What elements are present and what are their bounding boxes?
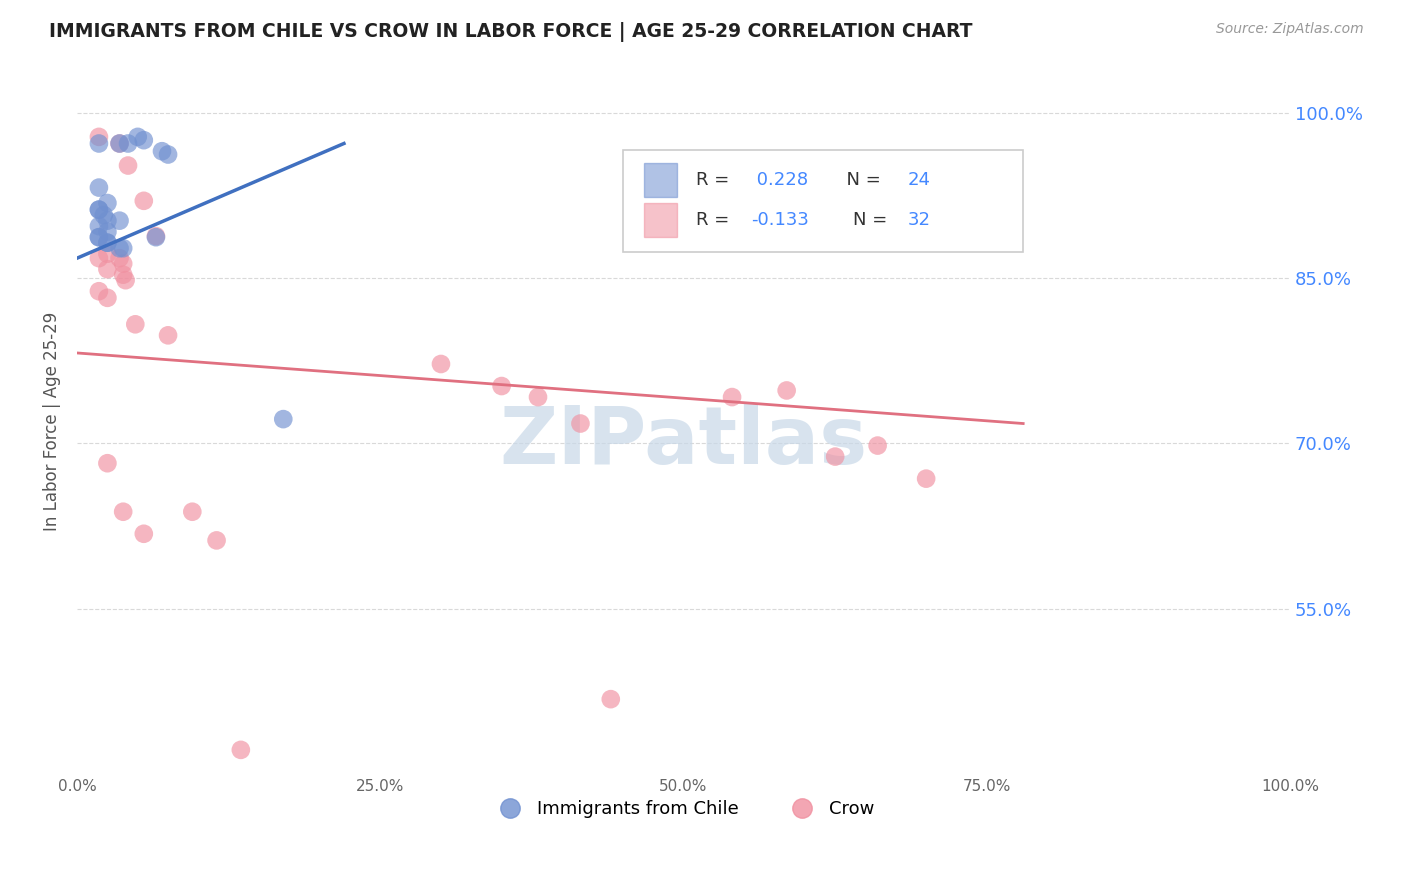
Point <box>87 230 110 244</box>
Point <box>108 136 131 151</box>
Point <box>132 194 155 208</box>
Point <box>112 268 135 282</box>
FancyBboxPatch shape <box>644 163 678 197</box>
Point <box>124 318 146 332</box>
Text: ZIPatlas: ZIPatlas <box>499 403 868 482</box>
Point <box>229 743 252 757</box>
Point <box>157 147 180 161</box>
Text: 32: 32 <box>908 211 931 229</box>
Point <box>430 357 453 371</box>
Point <box>96 213 118 227</box>
Text: Source: ZipAtlas.com: Source: ZipAtlas.com <box>1216 22 1364 37</box>
Point <box>569 417 592 431</box>
Text: IMMIGRANTS FROM CHILE VS CROW IN LABOR FORCE | AGE 25-29 CORRELATION CHART: IMMIGRANTS FROM CHILE VS CROW IN LABOR F… <box>49 22 973 42</box>
Point <box>114 273 136 287</box>
Point <box>96 262 118 277</box>
Point <box>491 379 513 393</box>
Point <box>108 136 131 151</box>
Point <box>145 230 167 244</box>
Point <box>87 202 110 217</box>
Point <box>132 526 155 541</box>
Point <box>150 145 173 159</box>
Text: N =: N = <box>835 171 887 189</box>
Point <box>145 229 167 244</box>
Point <box>824 450 846 464</box>
Point <box>93 208 115 222</box>
Point <box>117 136 139 151</box>
Point <box>96 291 118 305</box>
Point <box>96 235 118 250</box>
Point <box>112 257 135 271</box>
Point <box>96 246 118 260</box>
Text: R =: R = <box>696 171 735 189</box>
Point <box>96 456 118 470</box>
FancyBboxPatch shape <box>644 203 678 237</box>
Point <box>87 129 110 144</box>
Point <box>87 219 110 234</box>
Point <box>205 533 228 548</box>
Point <box>87 284 110 298</box>
FancyBboxPatch shape <box>623 150 1024 252</box>
Text: 0.228: 0.228 <box>751 171 808 189</box>
Point <box>108 251 131 265</box>
Point <box>87 202 110 217</box>
Legend: Immigrants from Chile, Crow: Immigrants from Chile, Crow <box>485 793 882 825</box>
Text: -0.133: -0.133 <box>751 211 810 229</box>
Point <box>527 390 550 404</box>
Point <box>271 412 294 426</box>
Point <box>87 251 110 265</box>
Point <box>108 241 131 255</box>
Point <box>127 129 149 144</box>
Y-axis label: In Labor Force | Age 25-29: In Labor Force | Age 25-29 <box>44 311 60 531</box>
Point <box>132 133 155 147</box>
Text: N =: N = <box>853 211 893 229</box>
Point <box>181 505 204 519</box>
Point <box>112 505 135 519</box>
Point <box>157 328 180 343</box>
Point <box>599 692 621 706</box>
Text: 24: 24 <box>908 171 931 189</box>
Point <box>87 230 110 244</box>
Point <box>96 225 118 239</box>
Point <box>96 235 118 250</box>
Point <box>866 439 889 453</box>
Point <box>96 196 118 211</box>
Point <box>87 136 110 151</box>
Point <box>775 384 797 398</box>
Point <box>721 390 744 404</box>
Point <box>915 472 938 486</box>
Point <box>108 213 131 227</box>
Point <box>117 159 139 173</box>
Point <box>112 241 135 255</box>
Point <box>87 180 110 194</box>
Text: R =: R = <box>696 211 735 229</box>
